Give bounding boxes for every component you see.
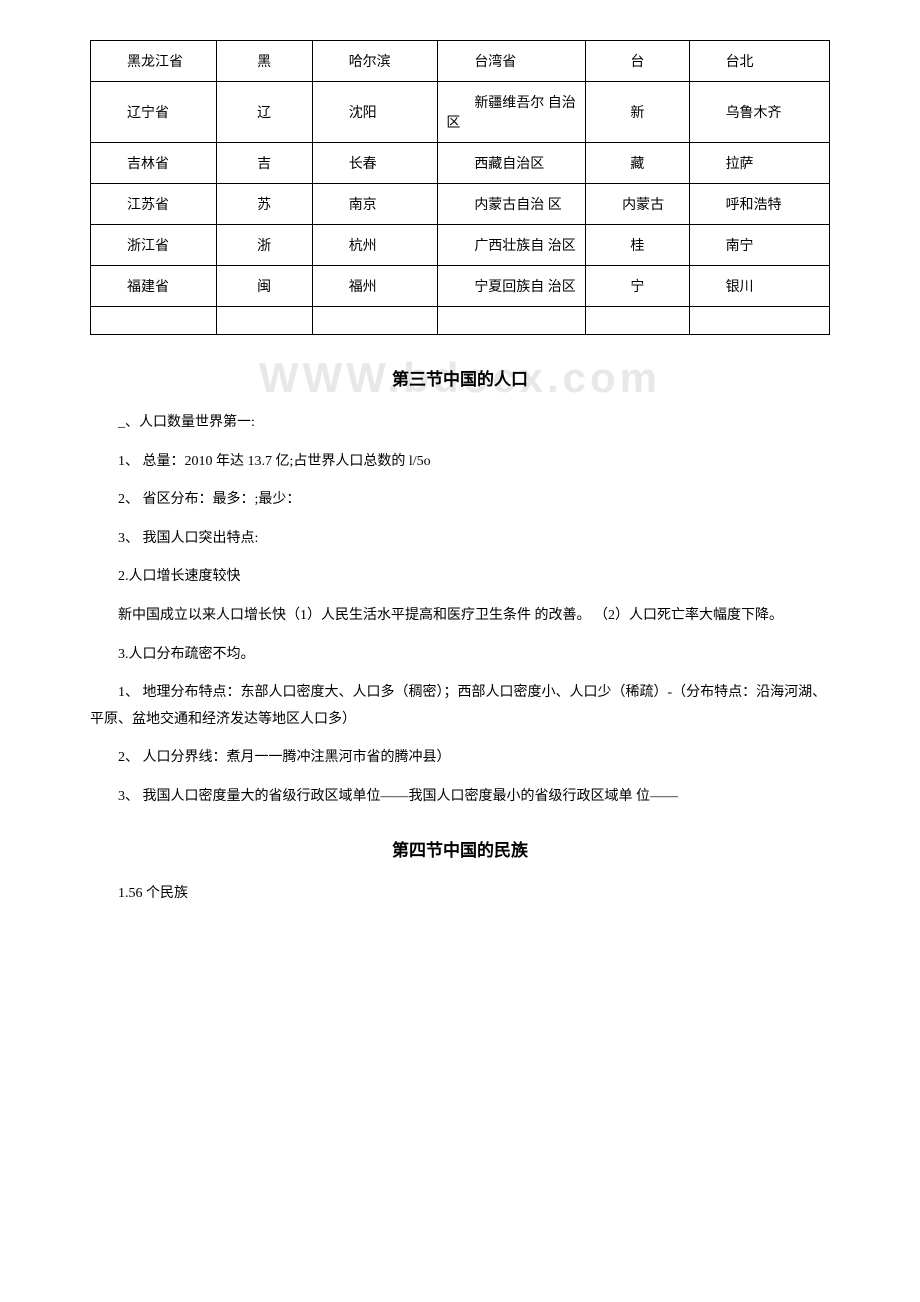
provinces-table: 黑龙江省黑哈尔滨台湾省台台北辽宁省辽沈阳新疆维吾尔 自治区新乌鲁木齐吉林省吉长春… [90,40,830,335]
capital-left: 南京 [312,184,438,225]
capital-left: 长春 [312,143,438,184]
table-row: 江苏省苏南京内蒙古自治 区内蒙古呼和浩特 [91,184,830,225]
province-abbr-left: 吉 [216,143,312,184]
capital-left: 哈尔滨 [312,41,438,82]
province-name-right: 西藏自治区 [438,143,586,184]
province-name-right: 新疆维吾尔 自治区 [438,82,586,143]
empty-cell [438,307,586,335]
province-name-left: 吉林省 [91,143,217,184]
capital-right: 呼和浩特 [689,184,829,225]
section-3-heading: WWW.bdocx.com 第三节中国的人口 [90,365,830,390]
province-name-right: 内蒙古自治 区 [438,184,586,225]
capital-right: 拉萨 [689,143,829,184]
s3-p7: 3.人口分布疏密不均。 [90,642,830,669]
capital-left: 杭州 [312,225,438,266]
section-3-title: 第三节中国的人口 [392,370,528,389]
empty-cell [216,307,312,335]
province-abbr-right: 新 [586,82,689,143]
province-name-left: 浙江省 [91,225,217,266]
capital-right: 乌鲁木齐 [689,82,829,143]
empty-cell [91,307,217,335]
s3-p10: 3、 我国人口密度量大的省级行政区域单位——我国人口密度最小的省级行政区域单 位… [90,784,830,811]
table-row: 辽宁省辽沈阳新疆维吾尔 自治区新乌鲁木齐 [91,82,830,143]
province-name-left: 黑龙江省 [91,41,217,82]
empty-cell [586,307,689,335]
province-abbr-right: 桂 [586,225,689,266]
empty-cell [312,307,438,335]
table-row: 黑龙江省黑哈尔滨台湾省台台北 [91,41,830,82]
capital-right: 南宁 [689,225,829,266]
province-abbr-right: 台 [586,41,689,82]
province-abbr-left: 浙 [216,225,312,266]
capital-left: 福州 [312,266,438,307]
capital-right: 台北 [689,41,829,82]
s3-p4: 3、 我国人口突出特点: [90,526,830,553]
s3-p9: 2、 人口分界线：煮月一一腾冲注黑河市省的腾冲县） [90,745,830,772]
capital-right: 银川 [689,266,829,307]
province-abbr-left: 闽 [216,266,312,307]
empty-cell [689,307,829,335]
province-abbr-right: 宁 [586,266,689,307]
capital-left: 沈阳 [312,82,438,143]
province-name-left: 福建省 [91,266,217,307]
s3-p1: _、人口数量世界第一: [90,410,830,437]
province-abbr-right: 内蒙古 [586,184,689,225]
table-row: 吉林省吉长春西藏自治区藏拉萨 [91,143,830,184]
table-row: 浙江省浙杭州广西壮族自 治区桂南宁 [91,225,830,266]
table-row: 福建省闽福州宁夏回族自 治区宁银川 [91,266,830,307]
section-4-heading: 第四节中国的民族 [90,836,830,861]
province-name-right: 台湾省 [438,41,586,82]
section-4-title: 第四节中国的民族 [392,841,528,860]
s3-p6: 新中国成立以来人口增长快（1）人民生活水平提高和医疗卫生条件 的改善。 （2）人… [90,603,830,630]
table-empty-row [91,307,830,335]
s4-p1: 1.56 个民族 [90,881,830,908]
province-abbr-left: 黑 [216,41,312,82]
s3-p5: 2.人口增长速度较快 [90,564,830,591]
province-name-right: 广西壮族自 治区 [438,225,586,266]
province-name-right: 宁夏回族自 治区 [438,266,586,307]
province-abbr-left: 辽 [216,82,312,143]
s3-p8: 1、 地理分布特点：东部人口密度大、人口多（稠密）；西部人口密度小、人口少（稀疏… [90,680,830,733]
s3-p3: 2、 省区分布：最多：;最少： [90,487,830,514]
province-abbr-right: 藏 [586,143,689,184]
province-abbr-left: 苏 [216,184,312,225]
s3-p2: 1、 总量：2010 年达 13.7 亿;占世界人口总数的 l/5o [90,449,830,476]
province-name-left: 江苏省 [91,184,217,225]
province-name-left: 辽宁省 [91,82,217,143]
